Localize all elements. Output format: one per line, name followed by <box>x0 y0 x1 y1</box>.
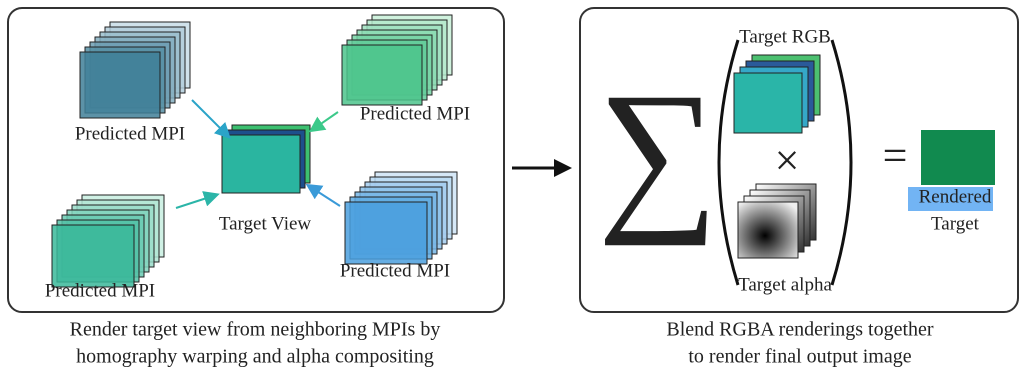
right-paren <box>832 40 851 285</box>
warp-arrow <box>176 195 216 208</box>
plane <box>52 225 134 287</box>
target-view-label: Target View <box>219 213 312 234</box>
plane <box>345 202 427 264</box>
alpha-label: Target alpha <box>738 274 832 295</box>
plane <box>342 45 422 105</box>
figure: Predicted MPI Predicted MPI Predicted MP… <box>0 0 1026 382</box>
warp-arrow <box>312 112 338 130</box>
output-label: Rendered <box>919 186 992 207</box>
times-symbol: × <box>775 136 800 185</box>
mpi-label: Predicted MPI <box>45 280 155 301</box>
rendered-image <box>921 130 995 185</box>
caption: Blend RGBA renderings together <box>666 319 934 341</box>
equals-symbol: = <box>883 131 908 180</box>
plane <box>738 202 798 258</box>
plane <box>222 135 300 193</box>
caption: Render target view from neighboring MPIs… <box>70 319 441 341</box>
plane <box>80 52 160 118</box>
mpi-label: Predicted MPI <box>340 260 450 281</box>
sum-symbol: ∑ <box>597 58 718 246</box>
warp-arrow <box>192 100 228 136</box>
mpi-label: Predicted MPI <box>360 103 470 124</box>
caption: to render final output image <box>688 346 911 368</box>
rgb-label: Target RGB <box>739 26 831 47</box>
warp-arrow <box>309 186 340 206</box>
caption: homography warping and alpha compositing <box>76 346 434 368</box>
output-label: Target <box>931 213 980 234</box>
mpi-label: Predicted MPI <box>75 123 185 144</box>
plane <box>734 73 802 133</box>
